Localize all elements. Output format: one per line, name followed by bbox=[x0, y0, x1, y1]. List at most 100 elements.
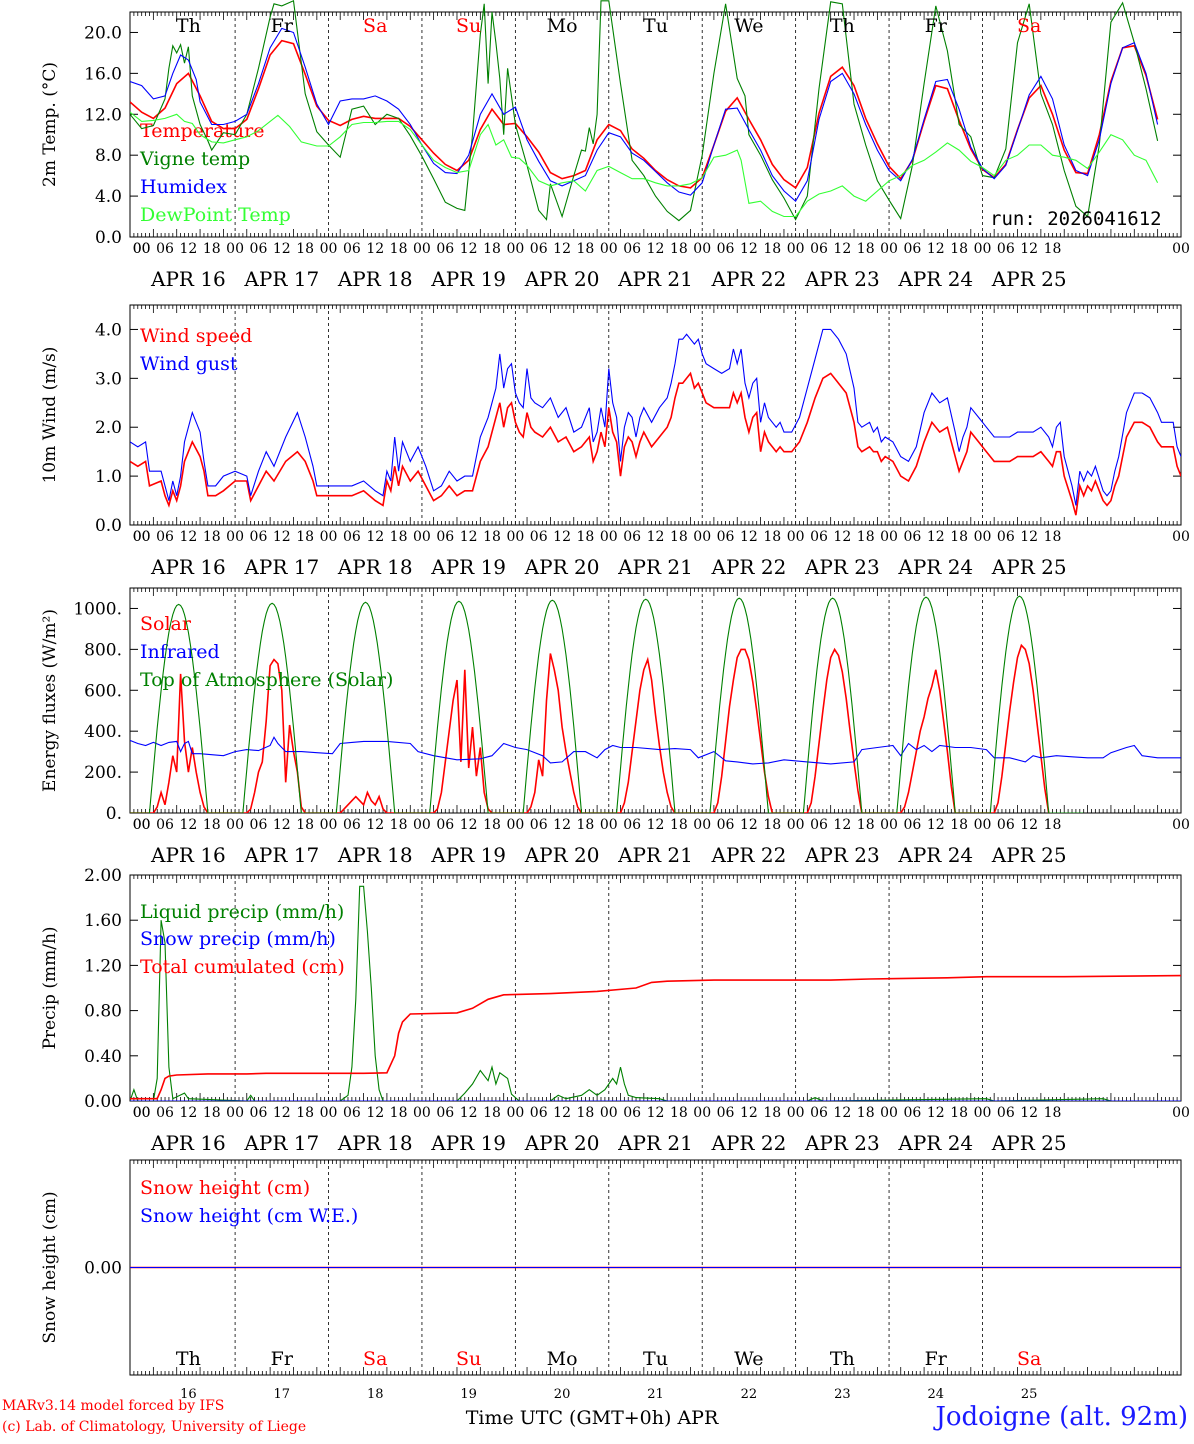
panel-5: 0.00 Snow height (cm) Snow height (cm) Snow… bbox=[40, 1159, 1182, 1402]
hour-label: 18 bbox=[857, 529, 875, 545]
hour-label: 18 bbox=[670, 529, 688, 545]
hour-label: 00 bbox=[693, 241, 711, 257]
hour-label: 00 bbox=[413, 529, 431, 545]
hour-label: 00 bbox=[787, 241, 805, 257]
y-axis-label: 2m Temp. (°C) bbox=[40, 62, 60, 187]
hour-label: 18 bbox=[950, 241, 968, 257]
hour-label: 18 bbox=[857, 1105, 875, 1121]
y-tick-label: 0.80 bbox=[84, 1002, 122, 1022]
weekday-label: Sa bbox=[1017, 15, 1041, 37]
date-label: APR 24 bbox=[897, 267, 973, 291]
y-tick-label: 1.0 bbox=[95, 467, 122, 487]
hour-label: 00 bbox=[413, 241, 431, 257]
hour-label: 06 bbox=[156, 241, 174, 257]
hour-label: 12 bbox=[740, 529, 758, 545]
hour-label: 06 bbox=[530, 817, 548, 833]
hour-label: 06 bbox=[717, 529, 735, 545]
y-tick-label: 4.0 bbox=[95, 320, 122, 340]
hour-label: 18 bbox=[577, 1105, 595, 1121]
hour-label: 12 bbox=[179, 241, 197, 257]
site-label: Jodoigne (alt. 92m) bbox=[935, 1402, 1188, 1432]
hour-label: 18 bbox=[203, 1105, 221, 1121]
hour-label: 00 bbox=[320, 241, 338, 257]
date-label: APR 23 bbox=[804, 267, 880, 291]
hour-label: 12 bbox=[553, 241, 571, 257]
date-label: APR 17 bbox=[243, 1131, 319, 1155]
hour-label: 12 bbox=[273, 241, 291, 257]
date-label: APR 17 bbox=[243, 267, 319, 291]
hour-label: 12 bbox=[179, 529, 197, 545]
date-label: APR 25 bbox=[991, 843, 1067, 867]
weekday-label: Mo bbox=[547, 1348, 578, 1370]
hour-label: 12 bbox=[460, 1105, 478, 1121]
hour-label: 18 bbox=[296, 1105, 314, 1121]
hour-label: 18 bbox=[763, 817, 781, 833]
date-label: APR 24 bbox=[897, 1131, 973, 1155]
hour-label: 06 bbox=[903, 241, 921, 257]
hour-label: 06 bbox=[156, 817, 174, 833]
date-label: APR 22 bbox=[711, 555, 787, 579]
hour-label: 18 bbox=[670, 817, 688, 833]
hour-label: 06 bbox=[810, 817, 828, 833]
hour-label: 00 bbox=[880, 241, 898, 257]
hour-label: 06 bbox=[623, 241, 641, 257]
hour-label: 06 bbox=[717, 241, 735, 257]
weekday-label: Sa bbox=[1017, 1348, 1041, 1370]
date-label: APR 20 bbox=[524, 1131, 600, 1155]
hour-label: 12 bbox=[1020, 817, 1038, 833]
hour-label: 18 bbox=[483, 241, 501, 257]
weekday-label: We bbox=[734, 15, 763, 37]
hour-label: 12 bbox=[273, 817, 291, 833]
day-number: 17 bbox=[274, 1387, 291, 1402]
legend-entry: Snow height (cm W.E.) bbox=[140, 1205, 358, 1227]
date-label: APR 19 bbox=[430, 843, 506, 867]
legend-entry: Total cumulated (cm) bbox=[140, 956, 345, 978]
y-tick-label: 1.60 bbox=[84, 911, 122, 931]
series-line-wind-speed bbox=[130, 371, 1181, 516]
hour-label: 12 bbox=[1020, 241, 1038, 257]
hour-label: 12 bbox=[179, 1105, 197, 1121]
hour-label: 18 bbox=[1044, 241, 1062, 257]
panel-1: 0.0 4.0 8.0 12.0 16.0 20.0 2m Temp. (°C) Temper… bbox=[40, 0, 1190, 291]
hour-label: 00 bbox=[133, 817, 151, 833]
hour-label: 12 bbox=[833, 1105, 851, 1121]
hour-label: 06 bbox=[436, 1105, 454, 1121]
hour-label: 00 bbox=[600, 1105, 618, 1121]
hour-label: 00 bbox=[133, 1105, 151, 1121]
hour-label: 18 bbox=[203, 529, 221, 545]
hour-label: 00 bbox=[133, 241, 151, 257]
hour-label: 12 bbox=[1020, 1105, 1038, 1121]
hour-label: 00 bbox=[133, 1105, 151, 1121]
hour-label: 12 bbox=[647, 241, 665, 257]
y-tick-label: 0.0 bbox=[95, 516, 122, 536]
hour-label: 18 bbox=[296, 241, 314, 257]
hour-label: 18 bbox=[950, 1105, 968, 1121]
y-tick-label: 0.00 bbox=[84, 1092, 122, 1112]
hour-label: 00 bbox=[1172, 529, 1190, 545]
series-line-top-of-atmosphere-solar- bbox=[130, 595, 1084, 813]
y-tick-label: 200. bbox=[84, 763, 122, 783]
time-axis-title: Time UTC (GMT+0h) APR bbox=[466, 1407, 719, 1429]
date-label: APR 16 bbox=[150, 1131, 226, 1155]
hour-label: 18 bbox=[296, 817, 314, 833]
hour-label: 18 bbox=[857, 241, 875, 257]
hour-label: 06 bbox=[436, 817, 454, 833]
hour-label: 06 bbox=[250, 241, 268, 257]
y-tick-label: 0. bbox=[106, 804, 122, 824]
hour-label: 12 bbox=[366, 1105, 384, 1121]
hour-label: 00 bbox=[506, 241, 524, 257]
y-tick-label: 600. bbox=[84, 681, 122, 701]
weekday-label: Fr bbox=[925, 1348, 948, 1370]
legend-entry: Infrared bbox=[140, 641, 220, 663]
weekday-label: Sa bbox=[363, 1348, 387, 1370]
hour-label: 00 bbox=[974, 529, 992, 545]
hour-label: 00 bbox=[974, 1105, 992, 1121]
hour-label: 12 bbox=[740, 1105, 758, 1121]
hour-label: 06 bbox=[997, 817, 1015, 833]
series-line-temperature bbox=[130, 39, 1159, 190]
hour-label: 12 bbox=[553, 529, 571, 545]
y-tick-label: 0.00 bbox=[84, 1259, 122, 1279]
weekday-label: We bbox=[734, 1348, 763, 1370]
hour-label: 00 bbox=[226, 1105, 244, 1121]
